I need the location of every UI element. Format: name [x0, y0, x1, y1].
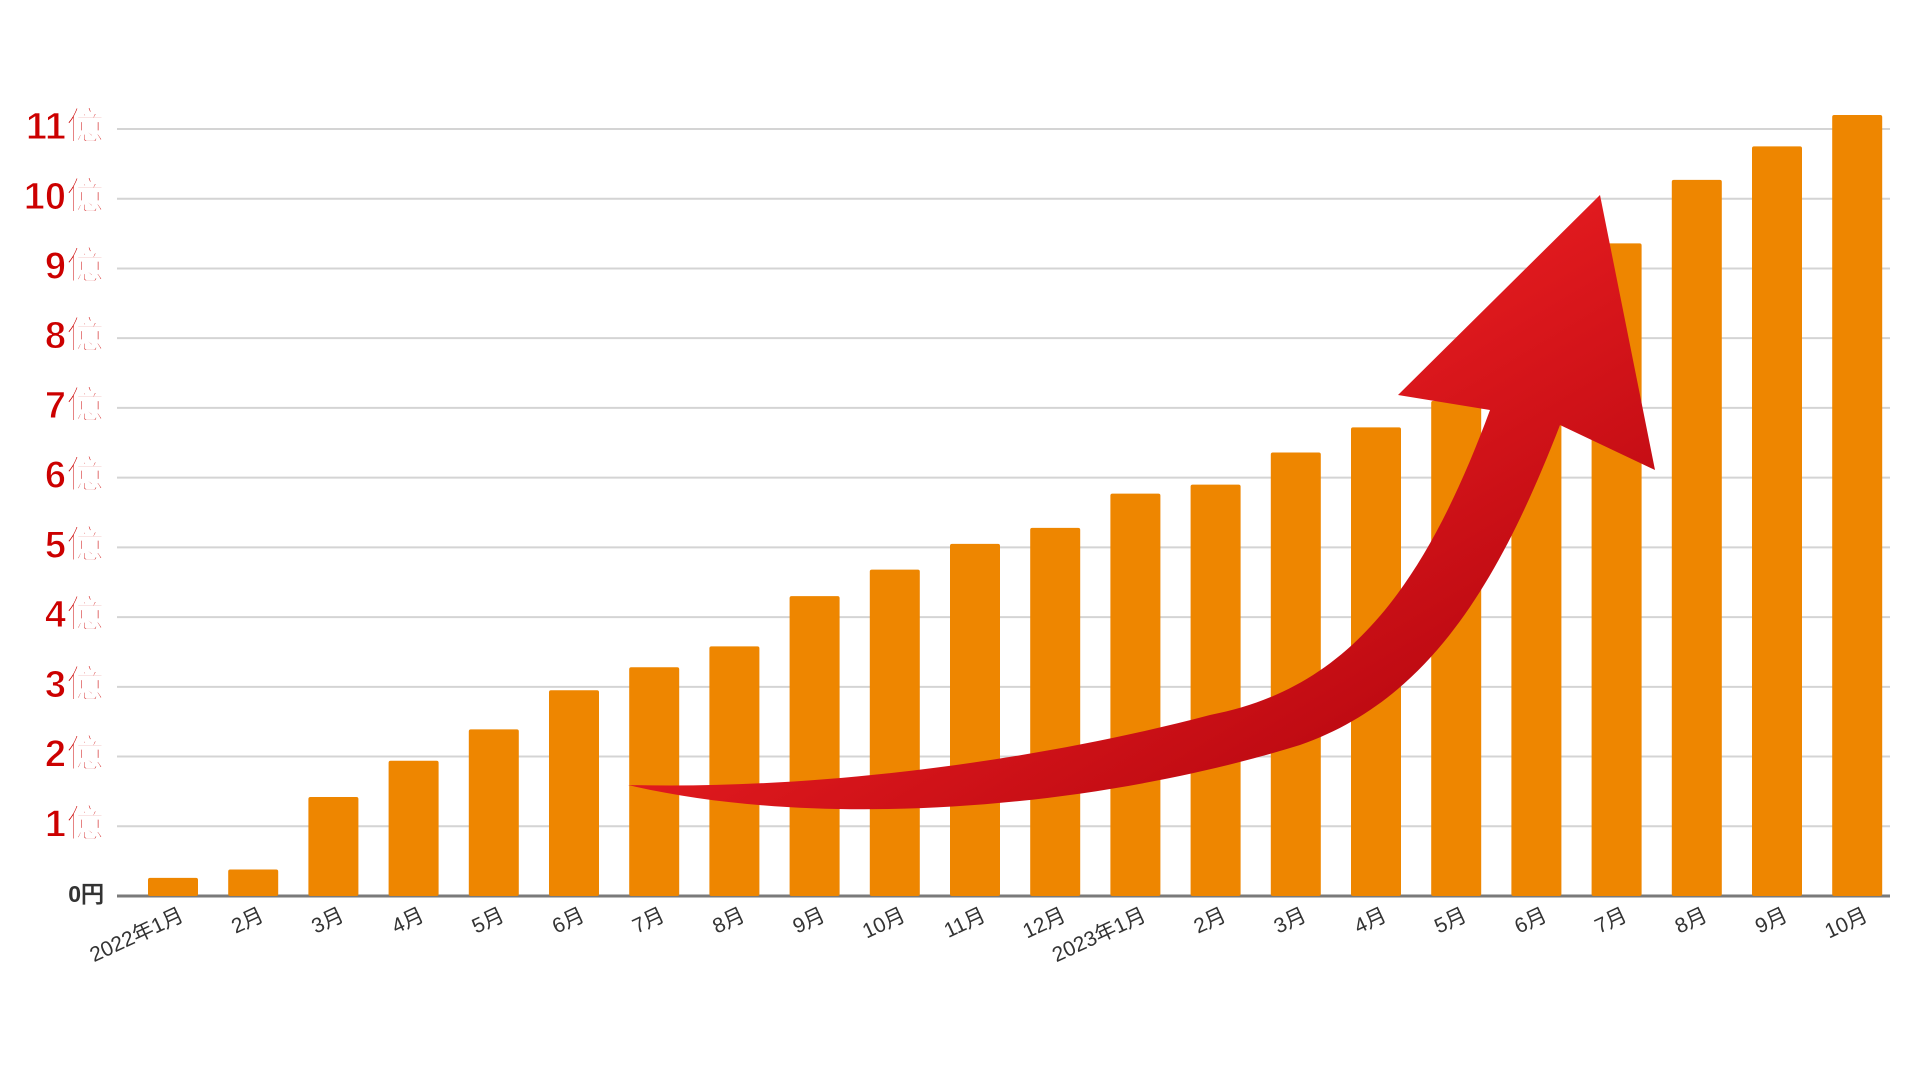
x-tick-label: 10月	[859, 904, 909, 944]
upward-trend-arrow	[628, 195, 1655, 810]
x-tick-label: 2月	[1190, 904, 1229, 939]
x-tick-label: 4月	[388, 904, 427, 939]
y-tick-label: 11億	[26, 106, 104, 148]
x-tick-label: 3月	[308, 904, 347, 939]
x-tick-label: 10月	[1821, 904, 1871, 944]
x-tick-label: 5月	[469, 904, 508, 939]
bar	[950, 543, 1000, 896]
x-tick-label: 8月	[1672, 904, 1711, 939]
bar	[1030, 527, 1081, 896]
x-tick-label: 11月	[941, 904, 990, 943]
y-tick-label: 0円	[68, 881, 104, 907]
x-tick-label: 12月	[1019, 904, 1069, 944]
bar	[629, 667, 680, 896]
y-tick-label: 3億	[45, 664, 104, 706]
bar	[1752, 146, 1802, 896]
x-tick-label: 6月	[1511, 904, 1550, 939]
y-tick-label: 1億	[45, 803, 104, 845]
bar	[308, 796, 359, 896]
y-tick-label: 5億	[45, 524, 104, 566]
x-tick-label: 7月	[1591, 904, 1630, 939]
bar	[468, 729, 519, 896]
x-tick-label: 7月	[629, 904, 668, 939]
trend-arrow	[628, 195, 1655, 810]
bar	[869, 569, 920, 896]
x-tick-label: 6月	[549, 904, 588, 939]
bar	[388, 760, 439, 896]
x-tick-label: 2022年1月	[86, 904, 187, 967]
x-tick-label: 8月	[709, 904, 748, 939]
x-tick-label: 2月	[228, 904, 267, 939]
y-tick-label: 4億	[45, 594, 104, 636]
bar	[1832, 115, 1883, 896]
y-tick-label: 2億	[45, 734, 104, 776]
bar	[228, 869, 279, 896]
bar	[1110, 493, 1161, 896]
y-tick-label: 9億	[45, 245, 104, 287]
bar	[1190, 484, 1241, 896]
bar	[1671, 179, 1722, 897]
x-tick-label: 9月	[789, 904, 828, 939]
x-tick-label: 9月	[1752, 904, 1791, 939]
bar	[1270, 452, 1321, 896]
y-axis-tick-labels: 0円 1億 2億 3億 4億 5億 6億 7億 8億 9億 10億 11億	[23, 106, 104, 908]
x-tick-label: 4月	[1351, 904, 1390, 939]
bar	[148, 877, 198, 896]
bar	[789, 596, 840, 896]
y-tick-label: 10億	[24, 176, 104, 218]
x-tick-label: 3月	[1271, 904, 1310, 939]
y-tick-label: 8億	[45, 315, 104, 357]
y-tick-label: 6億	[45, 455, 104, 497]
y-tick-label: 7億	[45, 385, 104, 427]
bar	[549, 690, 599, 896]
x-tick-label: 5月	[1431, 904, 1470, 939]
bar	[709, 646, 760, 896]
